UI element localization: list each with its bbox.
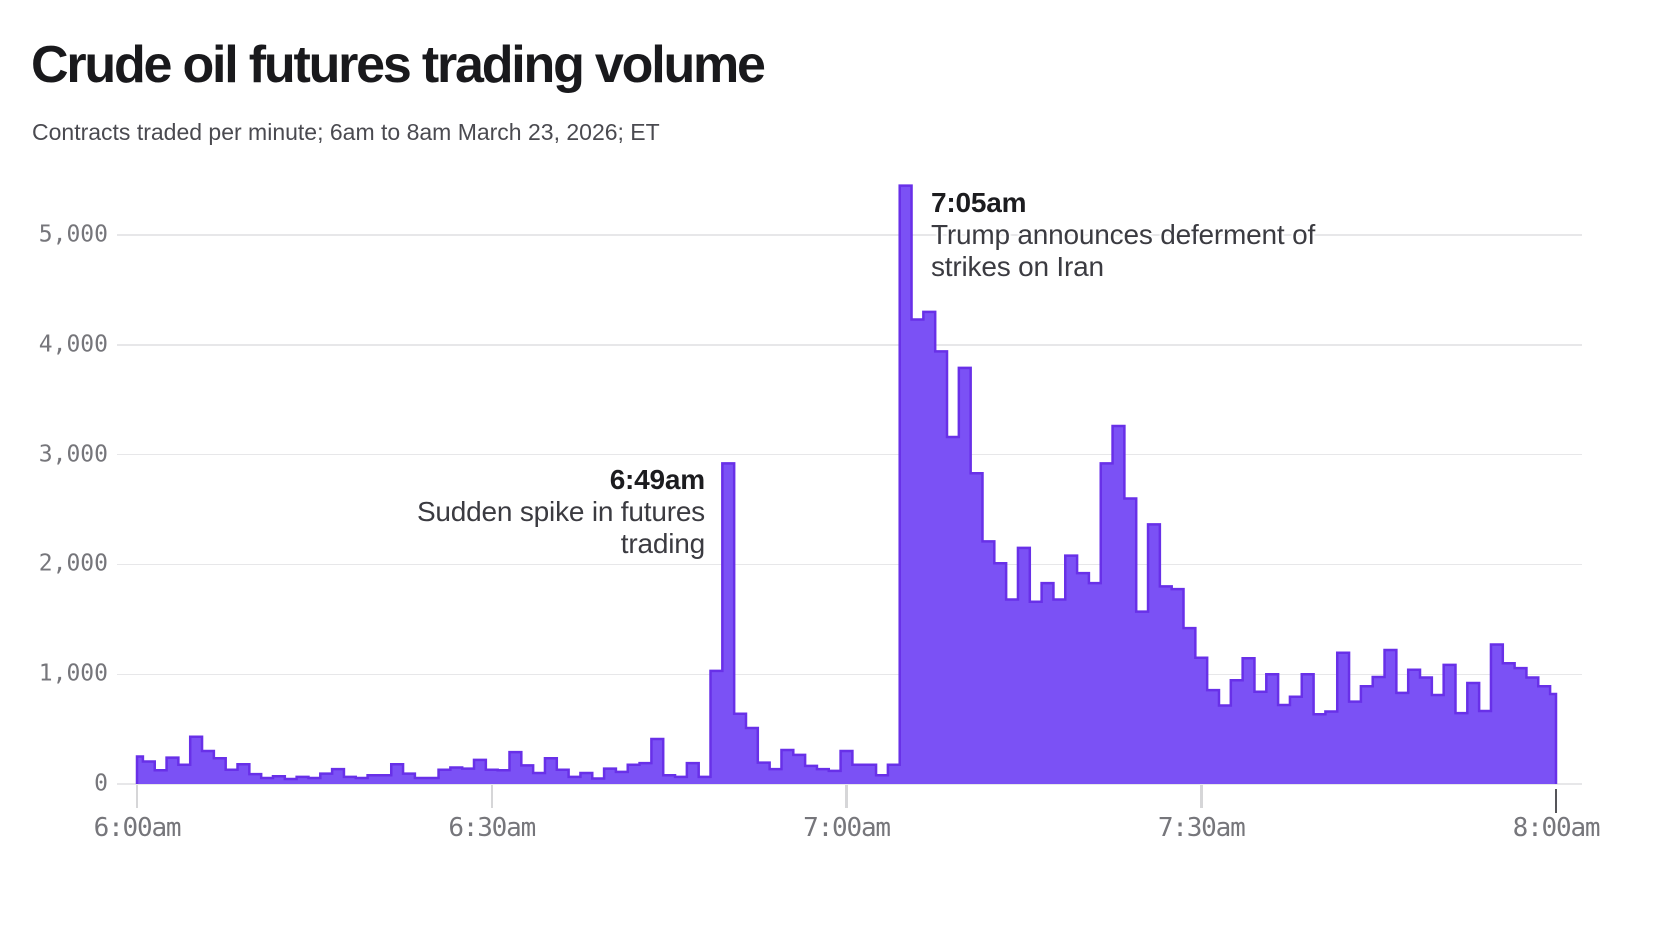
annotation-649-time: 6:49am <box>609 464 706 495</box>
x-axis-tick-800 <box>1554 789 1558 813</box>
annotation-649-line2: trading <box>620 528 705 559</box>
x-axis-tick-730 <box>1200 784 1203 808</box>
y-axis-label-1000: 1,000 <box>38 660 108 687</box>
annotation-649-line1: Sudden spike in futures <box>416 496 705 527</box>
x-axis-tick-630 <box>490 784 493 808</box>
gridline-5000 <box>117 234 1582 236</box>
bars-outline <box>135 184 1558 784</box>
x-axis-label-630: 6:30am <box>448 813 536 843</box>
y-axis-label-4000: 4,000 <box>38 331 108 358</box>
y-axis-label-3000: 3,000 <box>38 441 108 468</box>
y-axis-label-0: 0 <box>94 770 108 797</box>
x-axis-label-730: 7:30am <box>1157 813 1246 843</box>
y-axis-label-2000: 2,000 <box>38 550 108 577</box>
gridline-3000 <box>117 453 1582 456</box>
x-axis-label-800: 8:00am <box>1512 813 1601 843</box>
annotation-705-time: 7:05am <box>931 187 1027 218</box>
x-axis-tick-700 <box>845 784 848 808</box>
bars-area <box>137 185 1556 785</box>
annotation-649: 6:49am Sudden spike in futures trading <box>417 464 705 560</box>
gridline-4000 <box>117 344 1582 346</box>
annotation-705: 7:05am Trump announces deferment of stri… <box>931 187 1315 283</box>
annotation-705-line1: Trump announces deferment of <box>931 219 1316 250</box>
x-axis-tick-600 <box>135 784 139 808</box>
gridline-2000 <box>117 563 1582 566</box>
chart-subtitle: Contracts traded per minute; 6am to 8am … <box>32 119 660 145</box>
x-axis-label-600: 6:00am <box>93 813 182 843</box>
chart-title: Crude oil futures trading volume <box>31 36 766 94</box>
gridline-1000 <box>117 673 1582 676</box>
x-axis-label-700: 7:00am <box>803 813 891 843</box>
annotation-705-line2: strikes on Iran <box>931 251 1104 282</box>
y-axis-label-5000: 5,000 <box>38 221 108 248</box>
